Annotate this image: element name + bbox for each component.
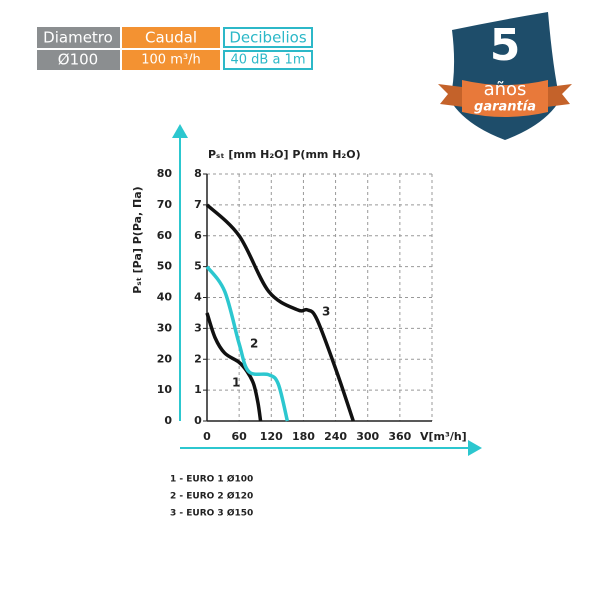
legend-entry: 3 - EURO 3 Ø150 <box>170 508 253 519</box>
x-tick-label: 240 <box>324 430 347 443</box>
header-label: Diametro <box>43 29 113 47</box>
cell-bg <box>37 27 120 48</box>
header-value: 40 dB a 1m <box>230 53 305 68</box>
y-tick-label: 10 <box>157 383 173 396</box>
curve <box>205 265 290 422</box>
y2-tick-label: 8 <box>194 167 202 180</box>
x-tick-label: 180 <box>292 430 315 443</box>
y2-tick-label: 4 <box>194 291 202 304</box>
badge-text: años <box>484 79 527 100</box>
x-tick-label: 0 <box>203 430 211 443</box>
y-tick-label: 80 <box>157 167 173 180</box>
y2-axis-label: Pₛₜ [mm H₂O] P(mm H₂O) <box>208 148 361 161</box>
y-tick-label: 0 <box>164 414 172 427</box>
y2-tick-label: 5 <box>194 260 202 273</box>
y-tick-label: 60 <box>157 229 173 242</box>
cell-bg <box>122 27 220 48</box>
x-axis-label: V[m³/h] <box>420 430 467 443</box>
curve-label: 2 <box>250 337 258 351</box>
cell-bg <box>223 27 313 48</box>
legend-entry: 2 - EURO 2 Ø120 <box>170 491 253 502</box>
cell-bg <box>122 50 220 70</box>
cell-bg <box>37 50 120 70</box>
y2-tick-label: 3 <box>194 321 202 334</box>
y-tick-label: 40 <box>157 291 173 304</box>
header-label: Decibelios <box>229 29 306 47</box>
y-tick-label: 70 <box>157 198 173 211</box>
y2-tick-label: 1 <box>194 383 202 396</box>
x-tick-label: 120 <box>260 430 283 443</box>
badge-number: 5 <box>490 20 521 71</box>
y-tick-label: 50 <box>157 260 173 273</box>
curve <box>205 312 263 422</box>
x-tick-label: 300 <box>356 430 379 443</box>
header-label: Caudal <box>145 29 197 47</box>
y-axis-label: Pₛₜ [Pa] P(Pa, Па) <box>131 186 144 293</box>
curve-label: 3 <box>322 305 330 319</box>
y-tick-label: 30 <box>157 321 173 334</box>
header-value: Ø100 <box>58 51 98 69</box>
arrow-head <box>172 124 188 138</box>
curve <box>205 203 355 422</box>
y2-tick-label: 0 <box>194 414 202 427</box>
y-tick-label: 20 <box>157 352 173 365</box>
ribbon <box>462 80 548 117</box>
badge-text: garantía <box>474 100 536 115</box>
header-value: 100 m³/h <box>141 53 200 68</box>
x-tick-label: 360 <box>388 430 411 443</box>
legend-entry: 1 - EURO 1 Ø100 <box>170 474 253 485</box>
cell-bg <box>223 50 313 70</box>
y2-tick-label: 2 <box>194 352 202 365</box>
arrow-head <box>468 440 482 456</box>
y2-tick-label: 6 <box>194 229 202 242</box>
curve-label: 1 <box>232 376 240 390</box>
y2-tick-label: 7 <box>194 198 202 211</box>
x-tick-label: 60 <box>231 430 247 443</box>
